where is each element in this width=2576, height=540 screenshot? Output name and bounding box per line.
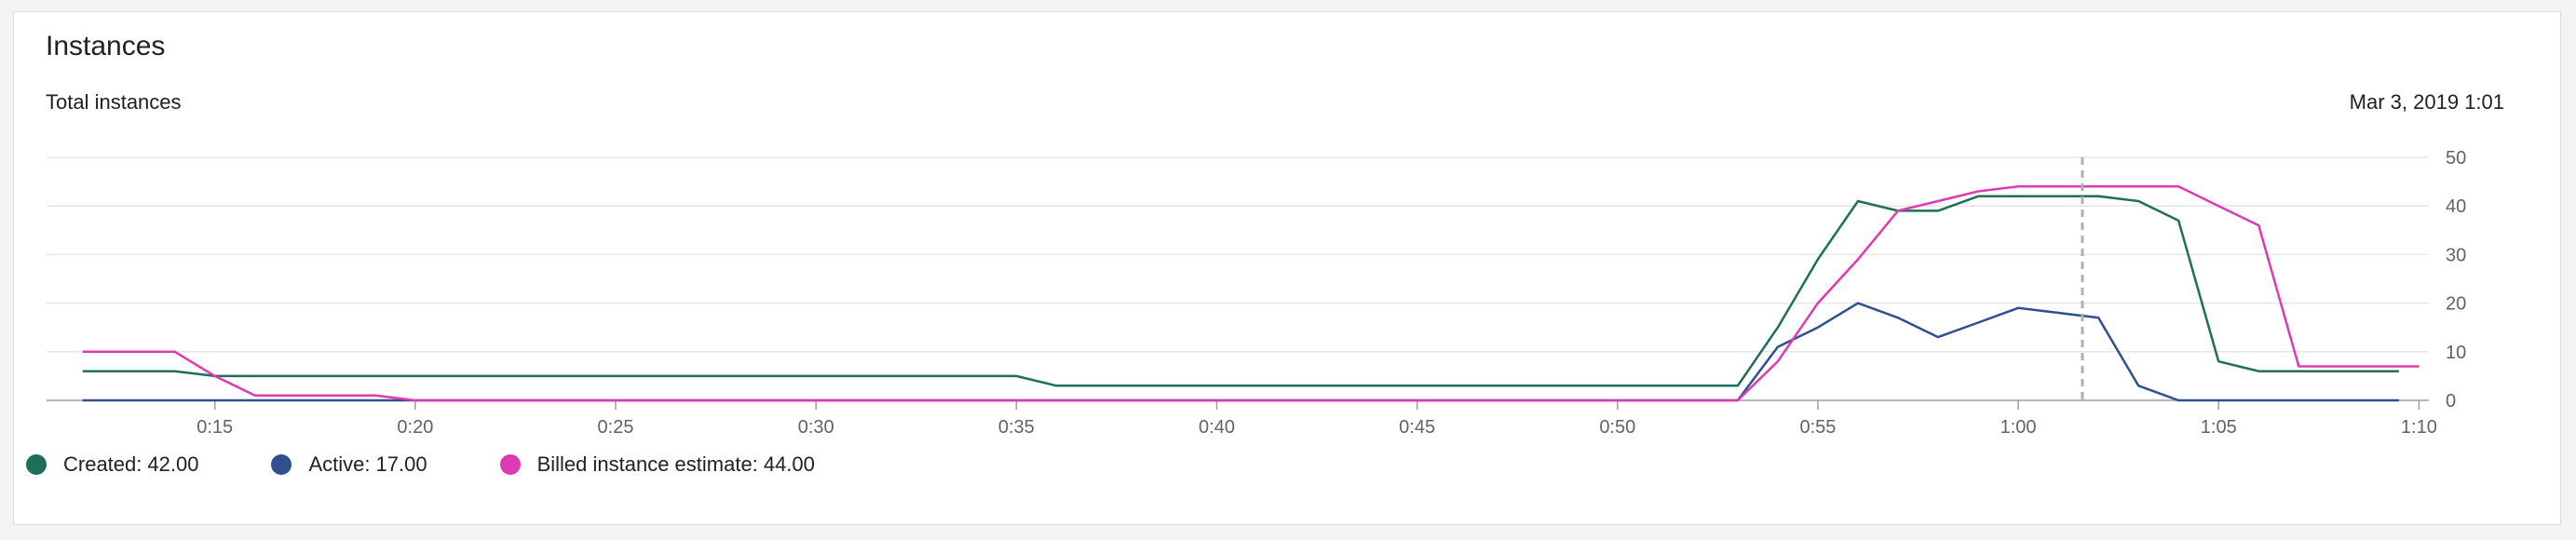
y-axis: 0 10 20 30 40 50 [2446, 148, 2466, 412]
chart-series [82, 185, 2420, 402]
legend-value-active: 17.00 [375, 452, 427, 476]
x-tick-label: 0:45 [1399, 417, 1435, 438]
chart-grid [47, 156, 2429, 401]
series-line-active[interactable] [82, 302, 2399, 402]
x-tick-label: 0:55 [1799, 417, 1836, 438]
legend-value-billed: 44.00 [763, 452, 815, 476]
x-axis: 0:15 0:20 0:25 0:30 0:35 0:40 0:45 0:50 0:55 1:00… [197, 400, 2437, 438]
legend-value-created: 42.00 [147, 452, 199, 476]
x-tick-label: 1:10 [2401, 417, 2437, 438]
series-line-billed-instance-estimate[interactable] [82, 185, 2420, 402]
series-line-created[interactable] [82, 195, 2399, 387]
legend-swatch-created [26, 454, 47, 475]
legend-label-created: Created [63, 452, 137, 476]
x-tick-label: 0:35 [998, 417, 1035, 438]
x-tick-label: 0:15 [197, 417, 233, 438]
legend-item-created[interactable]: Created: 42.00 [26, 452, 198, 477]
legend-swatch-billed [499, 454, 521, 475]
legend-item-active[interactable]: Active: 17.00 [271, 452, 427, 477]
y-tick-label: 20 [2446, 294, 2466, 315]
cursor-timestamp: Mar 3, 2019 1:01 [2349, 90, 2504, 114]
instances-card: Instances Total instances Mar 3, 2019 1:… [13, 11, 2561, 525]
card-title: Instances [46, 31, 166, 61]
x-tick-label: 0:25 [598, 417, 634, 438]
x-tick-label: 0:50 [1599, 417, 1635, 438]
legend-item-billed[interactable]: Billed instance estimate: 44.00 [499, 452, 815, 477]
chart-subtitle: Total instances [46, 90, 182, 114]
y-tick-label: 50 [2446, 148, 2466, 169]
legend-swatch-active [271, 454, 292, 475]
y-tick-label: 10 [2446, 343, 2466, 363]
x-tick-label: 1:00 [2000, 417, 2037, 438]
x-tick-label: 0:20 [397, 417, 433, 438]
x-tick-label: 0:30 [798, 417, 834, 438]
x-tick-label: 1:05 [2201, 417, 2237, 438]
legend-label-active: Active [308, 452, 365, 476]
legend-label-billed: Billed instance estimate [536, 452, 752, 476]
y-tick-label: 0 [2446, 391, 2456, 412]
y-tick-label: 30 [2446, 245, 2466, 265]
x-tick-label: 0:40 [1199, 417, 1235, 438]
chart-legend: Created: 42.00 Active: 17.00 Billed inst… [26, 452, 888, 477]
y-tick-label: 40 [2446, 196, 2466, 217]
